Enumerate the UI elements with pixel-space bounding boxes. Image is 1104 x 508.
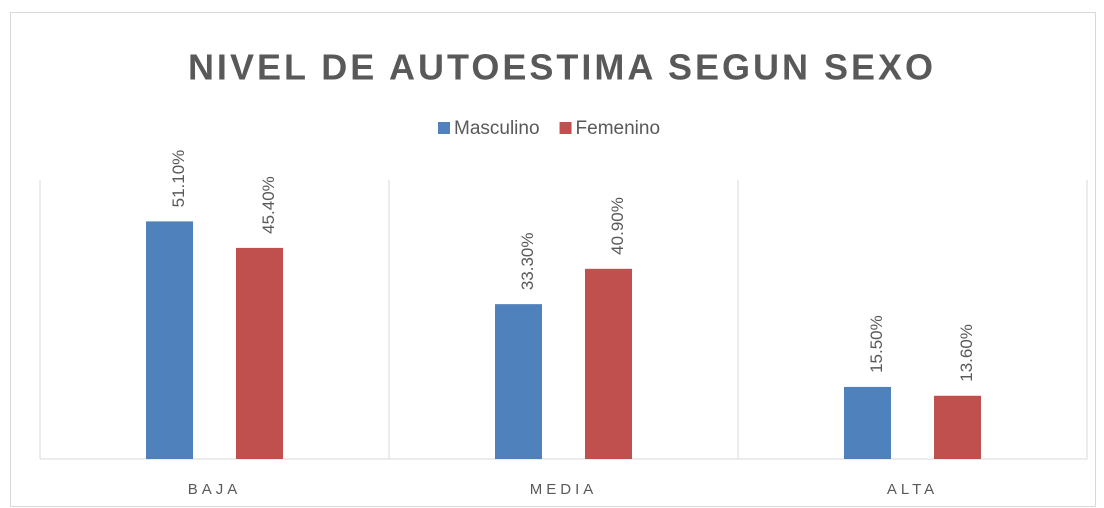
data-label: 40.90%: [608, 197, 627, 255]
bar: [934, 395, 981, 459]
data-label: 45.40%: [259, 176, 278, 234]
legend-label: Femenino: [576, 118, 661, 139]
chart-title: NIVEL DE AUTOESTIMA SEGUN SEXO: [188, 47, 936, 88]
legend-label: Masculino: [454, 118, 540, 139]
bar: [236, 247, 283, 459]
legend-swatch: [438, 122, 450, 134]
bar: [495, 304, 542, 459]
data-label: 15.50%: [867, 315, 886, 373]
data-label: 13.60%: [957, 324, 976, 382]
bar: [146, 221, 193, 459]
data-label: 51.10%: [169, 150, 188, 208]
bar: [844, 386, 891, 459]
x-tick-label: MEDIA: [530, 481, 598, 498]
bar: [585, 268, 632, 459]
legend-swatch: [559, 122, 572, 134]
x-tick-label: BAJA: [188, 481, 242, 498]
x-tick-label: ALTA: [887, 481, 938, 498]
data-label: 33.30%: [518, 232, 537, 290]
